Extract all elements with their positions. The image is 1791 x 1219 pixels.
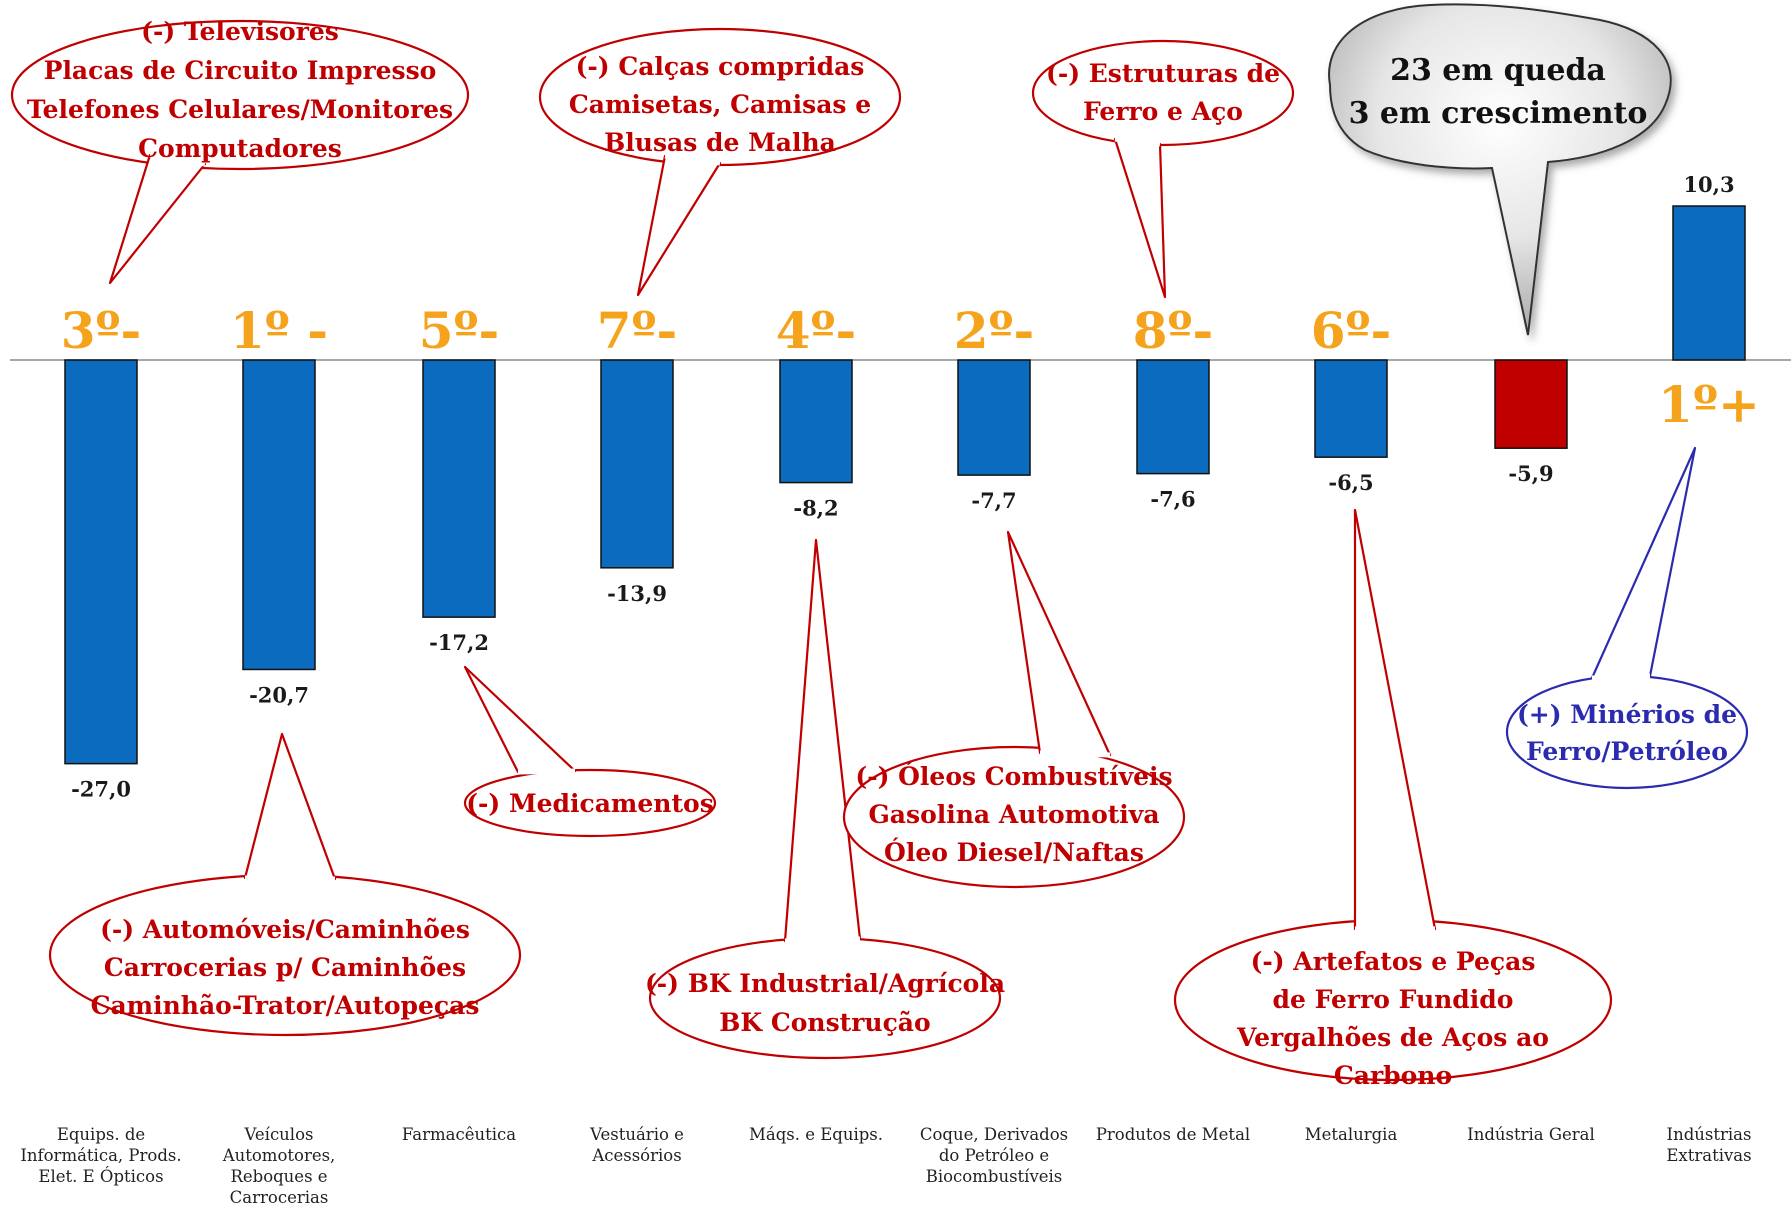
callout-seam-6	[784, 936, 861, 944]
category-label-7: Produtos de Metal	[1096, 1125, 1250, 1144]
callout-2: (-) Calças compridas Camisetas, Camisas e…	[538, 27, 902, 297]
value-label-3: -17,2	[429, 630, 489, 655]
bar-2	[242, 359, 316, 671]
callout-pointer-8	[1353, 508, 1437, 931]
bar-3	[422, 359, 496, 618]
callout-seam-3	[1114, 136, 1161, 147]
bar-10	[1672, 205, 1746, 361]
value-label-5: -8,2	[793, 496, 838, 521]
summary-callout	[1328, 3, 1672, 336]
value-label-7: -7,6	[1150, 487, 1195, 512]
category-label-6: Coque, Derivados do Petróleo e Biocombustí…	[920, 1125, 1068, 1186]
callout-text-9: (+) Minérios de Ferro/Petróleo	[1517, 700, 1737, 766]
callout-8: (-) Artefatos e Peças de Ferro Fundido Ver…	[1173, 508, 1613, 1090]
category-label-1: Equips. de Informática, Prods. Elet. E Ópt…	[20, 1125, 181, 1186]
bar-5	[779, 359, 853, 484]
rank-label-3: 5º-	[419, 301, 500, 360]
callout-pointer-1	[108, 153, 207, 285]
value-label-9: -5,9	[1508, 461, 1553, 486]
callout-text-1: (-) Televisores Placas de Circuito Impres…	[27, 17, 453, 163]
summary-bubble	[1328, 3, 1672, 336]
callout-bubble-6	[648, 936, 1002, 1060]
callout-seam-5	[244, 875, 336, 882]
callout-pointer-5	[243, 732, 337, 881]
rank-label-10: 1º+	[1658, 375, 1760, 434]
callout-pointer-2	[636, 154, 722, 297]
callout-1: (-) Televisores Placas de Circuito Impres…	[10, 17, 470, 285]
category-label-2: Veículos Automotores, Reboques e Carroceria…	[222, 1125, 336, 1207]
value-label-10: 10,3	[1683, 172, 1734, 197]
callout-pointer-3	[1113, 137, 1167, 299]
callout-seam-1	[149, 152, 206, 167]
callout-6: (-) BK Industrial/Agrícola BK Construção	[645, 538, 1005, 1060]
callout-seam-9	[1591, 673, 1651, 681]
callout-pointer-7	[1006, 530, 1112, 757]
callout-seam-2	[664, 153, 721, 166]
callout-4: (-) Medicamentos	[463, 665, 717, 838]
value-label-2: -20,7	[249, 682, 309, 707]
callout-5: (-) Automóveis/Caminhões Carrocerias p/ C…	[48, 732, 522, 1037]
callout-bubble-7	[842, 745, 1186, 889]
callout-text-7: (-) Óleos Combustíveis Gasolina Automotiv…	[855, 762, 1172, 867]
rank-label-7: 8º-	[1133, 301, 1214, 360]
bar-7	[1136, 359, 1210, 475]
bar-1	[64, 359, 138, 765]
callout-bubble-1	[10, 19, 470, 171]
rank-label-1: 3º-	[61, 301, 142, 360]
bar-6	[957, 359, 1031, 476]
category-label-3: Farmacêutica	[402, 1125, 516, 1144]
value-label-8: -6,5	[1328, 470, 1373, 495]
callout-text-2: (-) Calças compridas Camisetas, Camisas e…	[569, 52, 871, 157]
value-label-1: -27,0	[71, 777, 131, 802]
rank-label-2: 1º -	[230, 301, 328, 360]
callout-text-5: (-) Automóveis/Caminhões Carrocerias p/ C…	[91, 915, 480, 1020]
rank-label-5: 4º-	[776, 301, 857, 360]
callout-text-8: (-) Artefatos e Peças de Ferro Fundido Ver…	[1236, 947, 1549, 1090]
callout-7: (-) Óleos Combustíveis Gasolina Automotiv…	[842, 530, 1186, 889]
callout-9: (+) Minérios de Ferro/Petróleo	[1505, 446, 1749, 790]
category-label-9: Indústria Geral	[1467, 1125, 1595, 1144]
callout-text-3: (-) Estruturas de Ferro e Aço	[1046, 59, 1280, 126]
rank-label-6: 2º-	[954, 301, 1035, 360]
callout-seam-4	[517, 768, 576, 775]
callout-pointer-4	[463, 665, 577, 774]
value-label-6: -7,7	[971, 488, 1016, 513]
rank-label-8: 6º-	[1311, 301, 1392, 360]
callout-seam-7	[1039, 750, 1111, 758]
callout-bubble-9	[1505, 674, 1749, 790]
bar-8	[1314, 359, 1388, 458]
category-label-4: Vestuário e Acessórios	[589, 1125, 684, 1165]
rank-label-4: 7º-	[597, 301, 678, 360]
callout-bubble-3	[1031, 39, 1295, 147]
bar-9	[1494, 359, 1568, 449]
callout-text-6: (-) BK Industrial/Agrícola BK Construção	[645, 969, 1005, 1037]
callout-text-4: (-) Medicamentos	[466, 789, 714, 818]
bar-4	[600, 359, 674, 569]
callout-pointer-6	[783, 538, 862, 943]
summary-text: 23 em queda 3 em crescimento	[1349, 53, 1648, 131]
callout-3: (-) Estruturas de Ferro e Aço	[1031, 39, 1295, 299]
category-label-5: Máqs. e Equips.	[749, 1125, 883, 1144]
callout-bubble-4	[463, 768, 717, 838]
callout-pointer-9	[1590, 446, 1697, 680]
value-label-4: -13,9	[607, 581, 667, 606]
category-label-10: Indústrias Extrativas	[1666, 1125, 1751, 1165]
category-label-8: Metalurgia	[1305, 1125, 1398, 1144]
